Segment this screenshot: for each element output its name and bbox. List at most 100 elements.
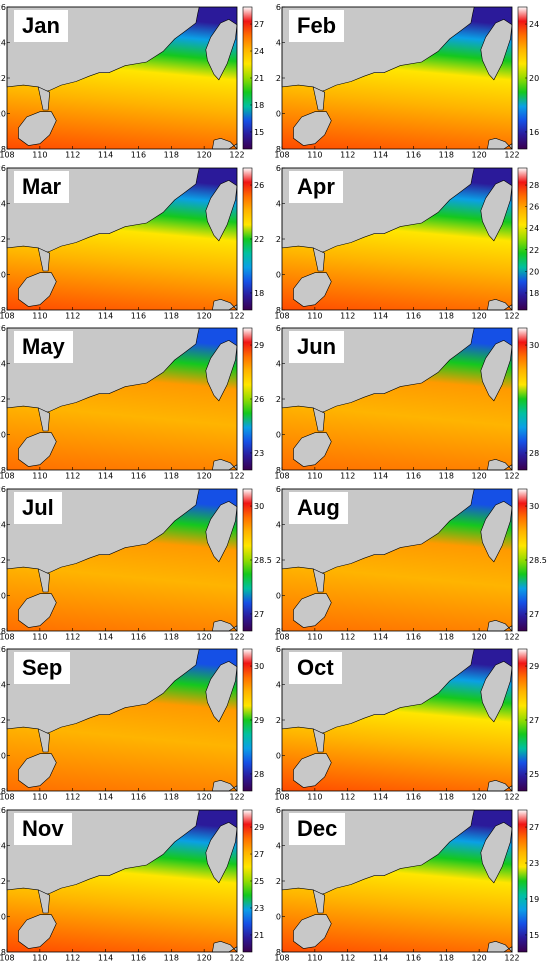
colorbar-tick-label: 23 bbox=[254, 449, 264, 458]
hainan-island bbox=[293, 111, 332, 146]
lon-tick-label: 118 bbox=[439, 151, 454, 160]
lat-tick-label: 20 bbox=[275, 591, 281, 600]
lat-tick-label: 20 bbox=[275, 270, 281, 279]
taiwan-island bbox=[480, 340, 513, 402]
lon-tick-label: 122 bbox=[229, 151, 244, 160]
taiwan-island bbox=[480, 179, 513, 241]
lon-tick-label: 120 bbox=[197, 151, 212, 160]
lat-tick-label: 20 bbox=[275, 431, 281, 440]
lon-tick-label: 114 bbox=[98, 472, 113, 481]
lat-tick-label: 22 bbox=[275, 74, 281, 83]
lon-tick-label: 114 bbox=[373, 311, 388, 320]
lon-tick-label: 110 bbox=[32, 793, 47, 802]
lat-tick-label: 20 bbox=[0, 752, 6, 761]
lon-tick-label: 120 bbox=[197, 472, 212, 481]
colorbar-tick-label: 29 bbox=[529, 662, 539, 671]
lon-tick-label: 118 bbox=[439, 311, 454, 320]
lon-tick-label: 120 bbox=[472, 151, 487, 160]
lon-tick-label: 116 bbox=[406, 151, 421, 160]
sst-map-jan: 108 110 112 114 116 118 120 122 18 20 22 24 26 27 24 21… bbox=[0, 3, 264, 160]
lon-tick-label: 110 bbox=[307, 472, 322, 481]
lat-tick-label: 26 bbox=[0, 324, 6, 333]
colorbar-tick-label: 16 bbox=[529, 128, 539, 137]
lat-tick-label: 18 bbox=[275, 306, 281, 315]
colorbar-tick-label: 24 bbox=[529, 224, 539, 233]
lat-tick-label: 26 bbox=[0, 485, 6, 494]
lat-tick-label: 18 bbox=[275, 948, 281, 957]
month-label: Aug bbox=[289, 491, 348, 524]
leizhou-peninsula bbox=[37, 728, 51, 753]
lon-tick-label: 114 bbox=[373, 632, 388, 641]
map-panel-sep: 108 110 112 114 116 118 120 122 18 20 22 24 26 30 29 28… bbox=[0, 642, 275, 803]
lon-tick-label: 112 bbox=[340, 632, 355, 641]
lon-tick-label: 112 bbox=[340, 953, 355, 962]
luzon-island bbox=[487, 137, 513, 150]
lon-tick-label: 112 bbox=[65, 311, 80, 320]
hainan-island bbox=[18, 271, 57, 307]
lat-tick-label: 24 bbox=[275, 520, 281, 529]
lon-tick-label: 114 bbox=[98, 151, 113, 160]
lon-tick-label: 112 bbox=[340, 793, 355, 802]
leizhou-peninsula bbox=[312, 567, 326, 592]
taiwan-island bbox=[480, 661, 513, 723]
lon-tick-label: 116 bbox=[131, 793, 146, 802]
lon-tick-label: 122 bbox=[504, 953, 519, 962]
lon-tick-label: 120 bbox=[472, 311, 487, 320]
lat-tick-label: 26 bbox=[0, 645, 6, 654]
lon-tick-label: 108 bbox=[275, 953, 290, 962]
lat-tick-label: 22 bbox=[0, 395, 6, 404]
lon-tick-label: 110 bbox=[307, 151, 322, 160]
leizhou-peninsula bbox=[37, 86, 51, 111]
lon-tick-label: 108 bbox=[0, 151, 15, 160]
map-panel-aug: 108 110 112 114 116 118 120 122 18 20 22 24 26 30 28.5… bbox=[275, 482, 550, 643]
colorbar-tick-label: 21 bbox=[254, 74, 264, 83]
luzon-island bbox=[487, 458, 513, 471]
colorbar-tick-label: 30 bbox=[529, 341, 539, 350]
lon-tick-label: 120 bbox=[472, 793, 487, 802]
lat-tick-label: 20 bbox=[275, 912, 281, 921]
lat-tick-label: 26 bbox=[275, 3, 281, 12]
lat-tick-label: 18 bbox=[275, 787, 281, 796]
colorbar-tick-label: 18 bbox=[254, 288, 264, 297]
taiwan-island bbox=[480, 821, 513, 883]
hainan-island bbox=[18, 753, 57, 788]
lat-tick-label: 24 bbox=[0, 360, 6, 369]
lat-tick-label: 18 bbox=[0, 145, 6, 154]
lon-tick-label: 122 bbox=[229, 793, 244, 802]
leizhou-peninsula bbox=[312, 246, 326, 271]
lat-tick-label: 24 bbox=[275, 39, 281, 48]
colorbar-tick-label: 28 bbox=[254, 770, 264, 779]
lon-tick-label: 122 bbox=[229, 311, 244, 320]
lon-tick-label: 118 bbox=[164, 632, 179, 641]
lon-tick-label: 120 bbox=[472, 953, 487, 962]
lat-tick-label: 22 bbox=[0, 235, 6, 244]
lon-tick-label: 112 bbox=[65, 953, 80, 962]
lat-tick-label: 18 bbox=[0, 627, 6, 636]
lon-tick-label: 110 bbox=[307, 793, 322, 802]
lon-tick-label: 110 bbox=[32, 953, 47, 962]
lat-tick-label: 24 bbox=[0, 520, 6, 529]
lat-tick-label: 18 bbox=[275, 627, 281, 636]
lat-tick-label: 22 bbox=[0, 716, 6, 725]
colorbar-tick-label: 29 bbox=[254, 823, 264, 832]
lon-tick-label: 118 bbox=[439, 632, 454, 641]
colorbar-tick-label: 28 bbox=[529, 449, 539, 458]
lon-tick-label: 110 bbox=[32, 151, 47, 160]
lon-tick-label: 122 bbox=[504, 472, 519, 481]
lon-tick-label: 112 bbox=[65, 632, 80, 641]
month-label: Sep bbox=[14, 652, 71, 684]
luzon-island bbox=[212, 779, 238, 792]
lat-tick-label: 20 bbox=[0, 431, 6, 440]
lon-tick-label: 122 bbox=[504, 311, 519, 320]
lon-tick-label: 112 bbox=[65, 472, 80, 481]
lat-tick-label: 18 bbox=[0, 948, 6, 957]
leizhou-peninsula bbox=[312, 86, 326, 111]
lat-tick-label: 24 bbox=[0, 681, 6, 690]
lat-tick-label: 22 bbox=[0, 74, 6, 83]
colorbar-tick-label: 27 bbox=[529, 716, 539, 725]
colorbar-tick-label: 20 bbox=[529, 267, 539, 276]
lat-tick-label: 22 bbox=[275, 716, 281, 725]
lon-tick-label: 118 bbox=[164, 793, 179, 802]
colorbar-tick-label: 19 bbox=[529, 894, 539, 903]
lon-tick-label: 120 bbox=[197, 311, 212, 320]
